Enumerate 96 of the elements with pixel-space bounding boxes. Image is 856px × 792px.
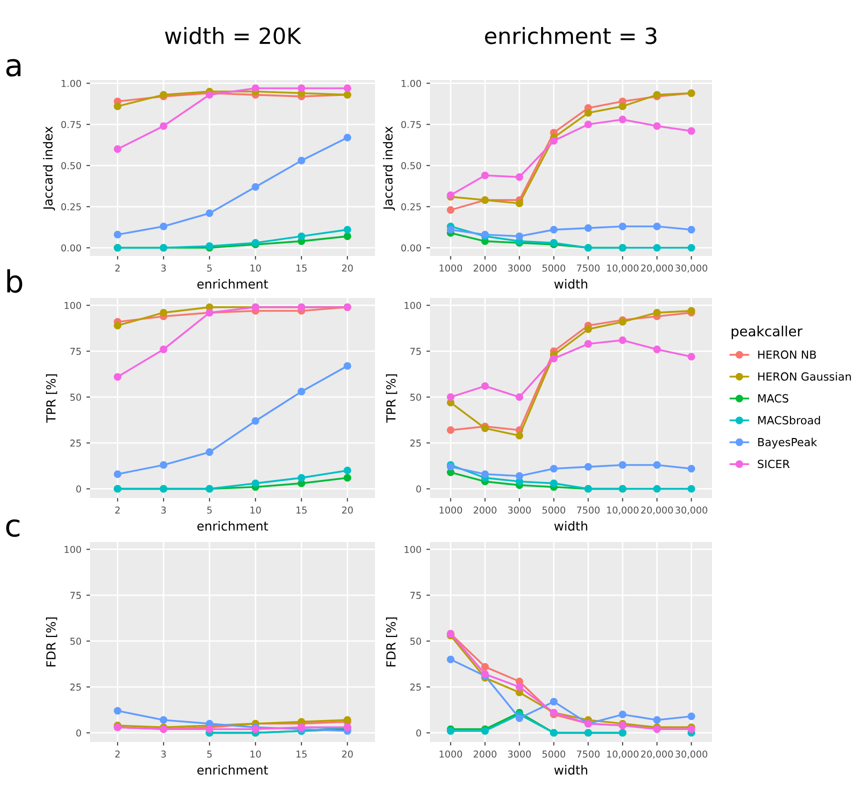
x-tick-label: 10,000 <box>607 264 638 273</box>
x-tick-label: 1000 <box>440 750 462 758</box>
y-tick-label: 0.75 <box>401 120 421 128</box>
y-tick-label: 0 <box>76 485 82 493</box>
x-tick-label: 30,000 <box>676 264 708 273</box>
legend-label: MACSbroad <box>758 416 820 424</box>
y-tick-label: 75 <box>410 348 421 355</box>
y-tick-label: 50 <box>410 638 422 645</box>
x-tick-label: 3 <box>161 506 166 514</box>
x-tick-label: 20 <box>342 750 353 758</box>
x-tick-label: 5 <box>207 506 212 514</box>
x-tick-label: 10,000 <box>607 750 638 759</box>
x-tick-label: 7500 <box>576 750 600 758</box>
y-tick-label: 25 <box>410 440 421 447</box>
x-axis-title: width <box>554 765 588 775</box>
legend-label: HERON NB <box>758 350 816 359</box>
y-axis-title: FDR [%] <box>386 618 398 666</box>
x-tick-label: 5000 <box>542 264 566 272</box>
x-tick-label: 1000 <box>440 506 462 514</box>
x-tick-label: 2000 <box>474 506 496 514</box>
y-tick-label: 50 <box>70 394 82 401</box>
x-tick-label: 3000 <box>508 506 531 514</box>
y-tick-label: 50 <box>70 638 82 645</box>
x-axis-title: enrichment <box>197 521 268 531</box>
y-tick-label: 75 <box>70 348 81 355</box>
x-tick-label: 30,000 <box>676 506 708 515</box>
x-tick-label: 3 <box>161 264 166 272</box>
chart-title: width = 20K <box>165 27 302 44</box>
x-tick-label: 5 <box>207 264 212 272</box>
x-tick-label: 5000 <box>542 750 566 758</box>
y-tick-label: 0 <box>76 729 82 737</box>
x-tick-label: 7500 <box>576 506 600 514</box>
x-axis-title: width <box>554 521 588 531</box>
legend-label: MACS <box>758 394 788 403</box>
y-axis-title: FDR [%] <box>46 618 58 666</box>
x-tick-label: 20,000 <box>641 506 673 515</box>
x-tick-label: 20,000 <box>641 750 673 759</box>
x-tick-label: 10 <box>250 506 261 514</box>
text: b <box>7 269 22 293</box>
y-axis-title: TPR [%] <box>46 374 58 423</box>
x-tick-label: 2000 <box>474 750 496 758</box>
x-tick-label: 2000 <box>474 264 496 272</box>
y-tick-label: 50 <box>410 394 422 401</box>
x-tick-label: 2 <box>115 750 120 758</box>
y-tick-label: 0.50 <box>401 162 422 170</box>
x-tick-label: 10 <box>250 750 261 758</box>
x-axis-title: enrichment <box>197 279 268 289</box>
x-tick-label: 2 <box>115 264 120 272</box>
x-tick-label: 5 <box>207 750 212 758</box>
y-tick-label: 25 <box>70 440 81 447</box>
y-tick-label: 0.00 <box>401 244 422 252</box>
text: c <box>6 519 20 537</box>
y-tick-label: 25 <box>70 684 81 691</box>
y-tick-label: 1.00 <box>402 80 422 88</box>
y-tick-label: 0.25 <box>401 203 421 210</box>
y-tick-label: 0.75 <box>61 120 81 128</box>
y-axis-title: TPR [%] <box>386 374 398 423</box>
x-tick-label: 20,000 <box>641 264 673 273</box>
y-tick-label: 1.00 <box>62 80 82 88</box>
text: a <box>6 59 20 77</box>
x-tick-label: 10,000 <box>607 506 638 515</box>
legend-label: HERON Gaussian <box>758 372 851 381</box>
x-tick-label: 20 <box>342 506 353 514</box>
y-tick-label: 100 <box>404 546 422 554</box>
legend-label: BayesPeak <box>758 438 818 448</box>
y-axis-title: Jaccard index <box>42 126 55 211</box>
legend-title: peakcaller <box>732 326 802 340</box>
legend-label: SICER <box>758 460 790 468</box>
x-tick-label: 3000 <box>508 750 531 758</box>
y-tick-label: 25 <box>410 684 421 691</box>
y-tick-label: 0.00 <box>61 244 82 252</box>
x-tick-label: 15 <box>296 506 307 514</box>
y-tick-label: 0 <box>416 729 422 737</box>
x-tick-label: 3 <box>161 750 166 758</box>
x-tick-label: 20 <box>342 264 353 272</box>
x-tick-label: 15 <box>296 750 307 758</box>
y-tick-label: 0.50 <box>61 162 82 170</box>
x-tick-label: 5000 <box>542 506 566 514</box>
x-tick-label: 7500 <box>576 264 600 272</box>
y-tick-label: 100 <box>404 302 422 310</box>
chart-title: enrichment = 3 <box>485 27 656 44</box>
y-tick-label: 0 <box>416 485 422 493</box>
x-tick-label: 15 <box>296 264 307 272</box>
y-tick-label: 100 <box>64 302 82 310</box>
y-tick-label: 0.25 <box>61 203 81 210</box>
x-tick-label: 1000 <box>440 264 462 272</box>
y-tick-label: 100 <box>64 546 82 554</box>
x-tick-label: 3000 <box>508 264 531 272</box>
x-tick-label: 2 <box>115 506 120 514</box>
x-axis-title: enrichment <box>197 765 268 775</box>
x-axis-title: width <box>554 279 588 289</box>
y-tick-label: 75 <box>70 592 81 599</box>
x-tick-label: 30,000 <box>676 750 708 759</box>
y-axis-title: Jaccard index <box>382 126 395 211</box>
x-tick-label: 10 <box>250 264 261 272</box>
y-tick-label: 75 <box>410 592 421 599</box>
